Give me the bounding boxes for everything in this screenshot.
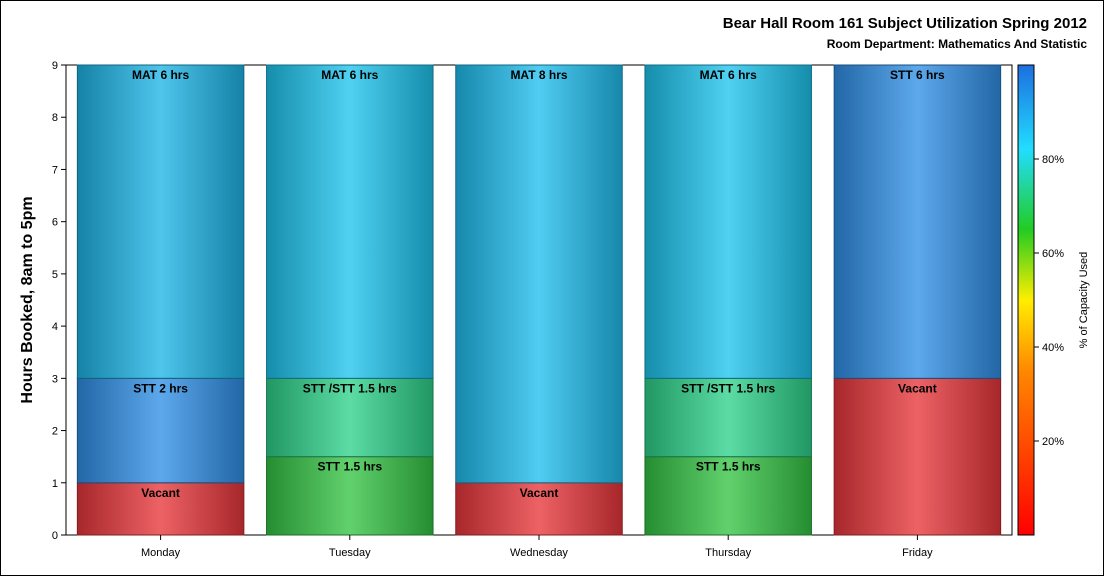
bar-segment xyxy=(833,377,1002,536)
x-tick-label: Friday xyxy=(902,547,933,559)
segment-label: MAT 6 hrs xyxy=(132,68,189,82)
segment-label: MAT 6 hrs xyxy=(700,68,757,82)
colorbar: 20% 40% 60% 80% % of Capacity Used xyxy=(1017,64,1090,536)
bar-segment xyxy=(76,377,245,484)
y-tick-label: 5 xyxy=(52,269,58,281)
segment-label: Vacant xyxy=(520,486,559,500)
segment-label: MAT 6 hrs xyxy=(321,68,378,82)
colorbar-label: % of Capacity Used xyxy=(1078,252,1090,349)
bar-segment xyxy=(644,377,812,458)
x-tick-label: Tuesday xyxy=(329,547,371,559)
y-tick-label: 4 xyxy=(52,321,58,333)
bar-segment xyxy=(644,64,812,379)
y-tick-label: 9 xyxy=(52,60,58,72)
segment-label: Vacant xyxy=(898,381,937,395)
bar-segment xyxy=(455,64,623,484)
segment-label: STT 2 hrs xyxy=(133,381,188,395)
y-axis-label: Hours Booked, 8am to 5pm xyxy=(19,196,36,403)
y-tick-label: 0 xyxy=(52,530,58,542)
bar-friday: Vacant STT 6 hrs xyxy=(833,64,1002,536)
bar-segment xyxy=(266,377,434,458)
chart-title: Bear Hall Room 161 Subject Utilization S… xyxy=(723,15,1087,32)
segment-label: STT 1.5 hrs xyxy=(696,460,761,474)
bar-wednesday: Vacant MAT 8 hrs xyxy=(455,64,623,536)
bar-thursday: STT 1.5 hrs STT /STT 1.5 hrs MAT 6 hrs xyxy=(644,64,812,536)
segment-label: STT 1.5 hrs xyxy=(317,460,382,474)
bar-segment xyxy=(266,64,434,379)
segment-label: Vacant xyxy=(141,486,180,500)
y-tick-label: 1 xyxy=(52,478,58,490)
segment-label: STT 6 hrs xyxy=(890,68,945,82)
bar-segment xyxy=(833,64,1002,379)
y-tick-label: 6 xyxy=(52,217,58,229)
chart-subtitle: Room Department: Mathematics And Statist… xyxy=(827,37,1088,51)
y-tick-label: 7 xyxy=(52,164,58,176)
segment-label: STT /STT 1.5 hrs xyxy=(303,381,397,395)
x-tick-label: Monday xyxy=(141,547,181,559)
segment-label: STT /STT 1.5 hrs xyxy=(681,381,775,395)
colorbar-tick-label: 40% xyxy=(1042,342,1064,354)
colorbar-ramp xyxy=(1017,64,1035,536)
bar-segment xyxy=(266,456,434,536)
colorbar-tick-label: 80% xyxy=(1042,154,1064,166)
bar-tuesday: STT 1.5 hrs STT /STT 1.5 hrs MAT 6 hrs xyxy=(266,64,434,536)
y-tick-label: 3 xyxy=(52,373,58,385)
colorbar-tick-label: 20% xyxy=(1042,436,1064,448)
segment-label: MAT 8 hrs xyxy=(510,68,567,82)
y-tick-label: 2 xyxy=(52,426,58,438)
bar-monday: Vacant STT 2 hrs MAT 6 hrs xyxy=(76,64,245,536)
plot-area: 0 1 2 3 4 5 6 7 8 9 Vacant STT 2 hrs MAT 6 hrs Monday… xyxy=(52,60,1013,559)
bar-segment xyxy=(76,482,245,536)
x-tick-label: Thursday xyxy=(705,547,751,559)
bar-segment xyxy=(644,456,812,536)
x-tick-label: Wednesday xyxy=(510,547,568,559)
y-tick-label: 8 xyxy=(52,112,58,124)
colorbar-tick-label: 60% xyxy=(1042,248,1064,260)
bar-segment xyxy=(76,64,245,379)
